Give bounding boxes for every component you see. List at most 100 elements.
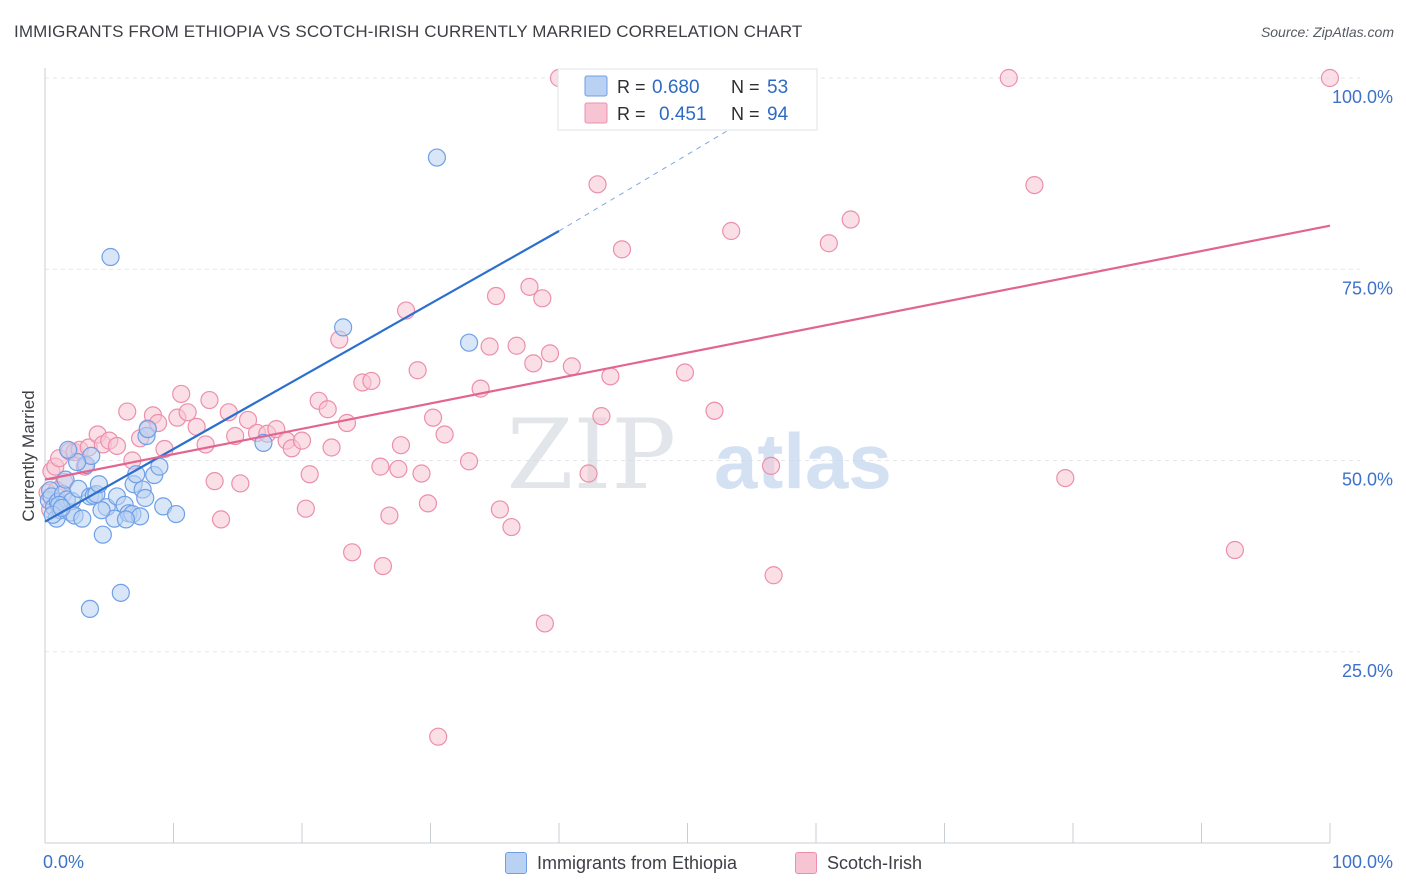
data-point-scotch-irish-87 (999, 68, 1018, 88)
data-point-scotch-irish-71 (535, 614, 554, 633)
data-point-scotch-irish-86 (841, 210, 860, 229)
data-point-ethiopia-35 (138, 420, 157, 439)
data-point-scotch-irish-56 (408, 361, 427, 380)
data-point-scotch-irish-72 (540, 344, 560, 363)
data-point-scotch-irish-90 (1225, 540, 1245, 560)
stats-n-label-scotch-irish: N = (731, 104, 760, 124)
legend-label-scotch-irish: Scotch-Irish (827, 852, 923, 873)
data-point-scotch-irish-59 (423, 408, 443, 427)
data-point-scotch-irish-57 (412, 464, 431, 483)
data-point-scotch-irish-44 (322, 438, 341, 457)
stats-legend: R = 0.680 N = 53 R = 0.451 N = 94 (557, 68, 818, 131)
data-point-scotch-irish-91 (1320, 68, 1340, 88)
data-point-scotch-irish-78 (601, 367, 620, 386)
data-point-scotch-irish-32 (231, 474, 250, 493)
legend-label-ethiopia: Immigrants from Ethiopia (537, 852, 738, 873)
data-point-ethiopia-44 (427, 148, 447, 167)
stats-r-label-ethiopia: R = (617, 77, 646, 97)
y-tick-label-25: 25.0% (1342, 661, 1393, 681)
data-point-scotch-irish-27 (200, 390, 219, 410)
data-point-scotch-irish-29 (211, 510, 231, 529)
data-point-scotch-irish-75 (579, 464, 598, 483)
bottom-legend: Immigrants from Ethiopia Scotch-Irish (0, 852, 1406, 878)
y-tick-label-100: 100.0% (1332, 87, 1393, 107)
data-point-ethiopia-45 (459, 333, 479, 352)
stats-r-value-scotch-irish: 0.451 (659, 104, 707, 125)
data-point-scotch-irish-81 (705, 401, 724, 420)
axes (44, 68, 1331, 844)
data-point-ethiopia-41 (80, 599, 100, 619)
legend-item-scotch-irish[interactable]: Scotch-Irish (795, 852, 922, 874)
data-point-scotch-irish-76 (588, 175, 607, 194)
data-point-scotch-irish-40 (300, 465, 319, 484)
stats-swatch-scotch-irish (584, 102, 608, 124)
data-point-ethiopia-21 (93, 525, 112, 544)
legend-item-ethiopia[interactable]: Immigrants from Ethiopia (505, 852, 737, 874)
trend-line-ethiopia (44, 230, 560, 523)
trend-line-scotch-irish (44, 224, 1331, 481)
data-point-scotch-irish-83 (761, 456, 781, 475)
data-point-scotch-irish-69 (524, 354, 543, 373)
data-point-scotch-irish-49 (362, 371, 381, 391)
data-point-ethiopia-42 (254, 433, 273, 453)
data-point-ethiopia-14 (73, 509, 92, 528)
y-axis-label: Currently Married (19, 390, 38, 521)
watermark-zip: ZIP (507, 399, 676, 511)
data-point-scotch-irish-54 (391, 436, 411, 455)
data-point-scotch-irish-50 (371, 457, 390, 476)
data-point-scotch-irish-88 (1025, 176, 1044, 195)
data-point-scotch-irish-63 (480, 337, 499, 356)
y-tick-label-75: 75.0% (1342, 278, 1393, 298)
stats-n-value-scotch-irish: 94 (767, 104, 789, 125)
data-point-scotch-irish-24 (178, 403, 197, 422)
data-point-scotch-irish-39 (292, 431, 312, 450)
tick-labels: 25.0% 50.0% 75.0% 100.0% 0.0% 100.0% (43, 87, 1393, 872)
data-point-scotch-irish-60 (435, 425, 454, 444)
y-tick-label-50: 50.0% (1342, 470, 1393, 490)
data-point-scotch-irish-47 (343, 543, 362, 562)
data-point-scotch-irish-68 (520, 277, 539, 296)
data-point-scotch-irish-51 (373, 556, 393, 576)
data-point-ethiopia-51 (116, 510, 136, 529)
data-point-scotch-irish-43 (318, 400, 337, 419)
legend-swatch-scotch-irish (795, 852, 817, 874)
data-point-scotch-irish-58 (418, 494, 438, 513)
data-point-scotch-irish-85 (819, 234, 838, 253)
grid-lines (45, 77, 1360, 653)
data-point-scotch-irish-64 (486, 286, 506, 306)
data-point-scotch-irish-65 (490, 500, 509, 519)
stats-r-label-scotch-irish: R = (617, 104, 646, 124)
data-point-scotch-irish-15 (118, 402, 137, 421)
x-tick-label-right: 100.0% (1332, 852, 1393, 872)
data-points (38, 68, 1340, 746)
data-point-scotch-irish-66 (502, 517, 521, 537)
data-point-ethiopia-50 (92, 501, 111, 520)
data-point-ethiopia-26 (111, 583, 130, 602)
data-point-scotch-irish-61 (459, 452, 479, 471)
series-ethiopia-points (39, 148, 479, 619)
trend-lines (44, 77, 1331, 523)
legend-swatch-ethiopia (505, 852, 527, 874)
data-point-scotch-irish-80 (675, 363, 695, 382)
data-point-scotch-irish-77 (592, 407, 611, 426)
data-point-scotch-irish-14 (107, 436, 127, 456)
data-point-scotch-irish-82 (722, 221, 741, 241)
watermark-atlas: atlas (714, 417, 892, 505)
data-point-ethiopia-36 (136, 488, 155, 508)
data-point-scotch-irish-79 (612, 240, 632, 259)
data-point-scotch-irish-84 (764, 566, 783, 585)
data-point-scotch-irish-92 (429, 727, 448, 746)
stats-n-value-ethiopia: 53 (767, 77, 788, 98)
data-point-ethiopia-47 (68, 452, 87, 472)
chart-title: IMMIGRANTS FROM ETHIOPIA VS SCOTCH-IRISH… (14, 22, 803, 41)
data-point-scotch-irish-89 (1056, 468, 1075, 488)
data-point-scotch-irish-41 (296, 499, 315, 518)
data-point-scotch-irish-53 (389, 459, 408, 479)
data-point-ethiopia-23 (101, 247, 120, 267)
data-point-scotch-irish-46 (337, 413, 357, 433)
data-point-ethiopia-49 (59, 440, 78, 459)
stats-r-value-ethiopia: 0.680 (652, 77, 700, 98)
data-point-scotch-irish-52 (380, 506, 399, 525)
watermark: ZIP atlas (507, 399, 892, 511)
